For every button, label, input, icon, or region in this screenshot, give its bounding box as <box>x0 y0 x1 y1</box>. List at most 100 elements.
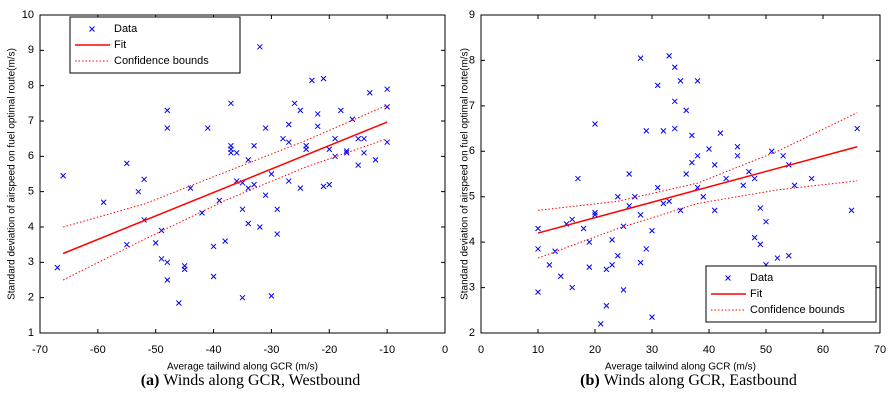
data-point <box>158 227 165 234</box>
data-point <box>285 178 292 184</box>
y-tick-label: 8 <box>28 80 34 92</box>
data-point <box>734 152 741 159</box>
x-tick-label: -40 <box>206 344 222 356</box>
data-point <box>181 266 188 273</box>
data-point <box>320 183 327 190</box>
data-point <box>135 188 142 195</box>
data-point <box>141 176 147 183</box>
legend-label: Confidence bounds <box>750 304 845 316</box>
data-point <box>320 75 327 82</box>
data-point <box>291 100 298 107</box>
data-point <box>326 181 333 188</box>
data-point <box>332 135 338 142</box>
caption-label: (b) <box>580 372 600 389</box>
y-axis-label: Standard deviation of airspeed on fuel o… <box>460 48 471 300</box>
x-tick-label: 10 <box>532 344 544 356</box>
data-point <box>280 135 286 142</box>
legend-label: Data <box>750 272 774 284</box>
data-point <box>152 240 159 246</box>
plot-frame <box>480 14 881 334</box>
data-point <box>757 241 764 248</box>
data-point <box>592 209 598 216</box>
x-tick-label: 20 <box>589 344 601 356</box>
data-point <box>643 127 650 134</box>
x-tick-label: 0 <box>478 344 484 356</box>
fit-line <box>537 146 858 234</box>
data-point <box>711 162 718 168</box>
data-point <box>187 185 194 191</box>
data-point <box>683 171 690 177</box>
data-point <box>671 64 678 71</box>
data-point <box>366 89 373 96</box>
data-point <box>763 218 769 225</box>
data-point <box>808 175 815 182</box>
data-point <box>233 149 240 156</box>
y-tick-label: 3 <box>28 256 34 268</box>
data-point <box>711 207 718 214</box>
data-point <box>285 139 292 146</box>
caption-label: (a) <box>141 372 160 389</box>
legend: Data Fit Confidence bounds <box>69 16 241 74</box>
caption-text: Winds along GCR, Westbound <box>163 372 360 389</box>
data-point <box>361 135 367 142</box>
caption-text: Winds along GCR, Eastbound <box>604 372 797 389</box>
data-point <box>791 182 798 189</box>
data-point <box>245 157 252 163</box>
legend-label: Data <box>114 23 138 35</box>
data-point <box>751 234 758 241</box>
y-axis-label: Standard deviation of airspeed on fuel o… <box>7 48 18 300</box>
x-axis-label: Average tailwind along GCR (m/s) <box>167 362 318 373</box>
data-point <box>603 266 610 273</box>
data-point <box>535 246 541 252</box>
data-point <box>740 182 747 189</box>
data-point <box>620 286 627 293</box>
data-point <box>609 237 615 243</box>
caption: (b) Winds along GCR, Eastbound <box>580 372 797 389</box>
data-point <box>164 259 171 266</box>
y-tick-label: 7 <box>28 115 34 127</box>
data-point <box>694 78 701 84</box>
data-point <box>614 252 621 259</box>
lower-bound-line <box>537 180 858 259</box>
y-tick-label: 7 <box>469 100 475 112</box>
data-point <box>60 172 66 179</box>
y-tick-label: 4 <box>28 221 34 233</box>
data-point <box>854 125 861 132</box>
data-point <box>326 146 333 153</box>
y-tick-label: 6 <box>469 145 475 157</box>
y-tick-label: 2 <box>28 292 34 304</box>
data-point <box>586 239 593 245</box>
data-point <box>268 171 275 177</box>
data-point <box>649 314 655 320</box>
data-point <box>734 143 741 150</box>
data-point <box>210 243 217 250</box>
data-point <box>637 212 644 218</box>
data-point <box>683 107 690 114</box>
data-point <box>262 192 269 199</box>
data-point <box>361 149 367 156</box>
data-point <box>355 162 362 169</box>
data-point <box>204 125 211 131</box>
y-tick-label: 1 <box>28 327 34 339</box>
data-point <box>245 220 252 227</box>
data-point <box>848 207 855 214</box>
y-tick-label: 9 <box>469 9 475 21</box>
legend-marker <box>725 275 731 281</box>
caption: (a) Winds along GCR, Westbound <box>141 372 361 389</box>
data-point <box>100 199 107 206</box>
y-tick-label: 3 <box>469 281 475 293</box>
data-point <box>632 193 638 200</box>
data-point <box>355 135 362 142</box>
data-point <box>689 159 695 166</box>
data-point <box>257 43 263 50</box>
data-point <box>372 157 379 163</box>
data-point <box>774 255 781 261</box>
x-tick-label: -70 <box>32 344 48 356</box>
data-point <box>123 241 130 248</box>
x-tick-label: 50 <box>760 344 772 356</box>
lower-bound-line <box>62 138 388 281</box>
data-point <box>384 86 390 93</box>
data-point <box>297 107 304 114</box>
data-point <box>297 185 304 191</box>
